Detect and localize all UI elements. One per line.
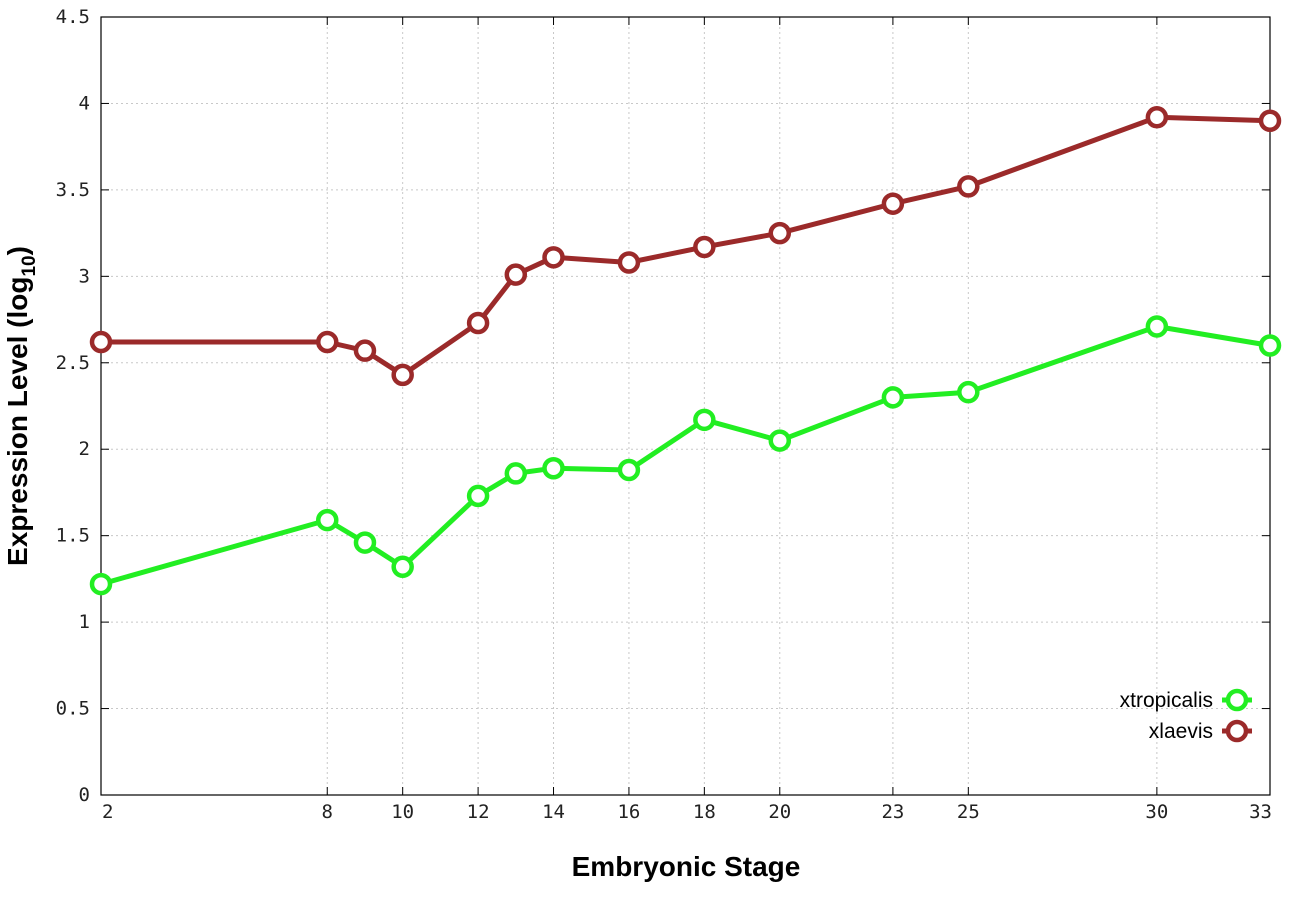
data-point-xtropicalis xyxy=(353,531,377,554)
data-point-xlaevis xyxy=(881,192,905,215)
y-tick-label: 0 xyxy=(79,784,90,806)
data-point-xtropicalis xyxy=(1145,315,1169,338)
data-point-xlaevis xyxy=(504,263,528,286)
data-point-xlaevis xyxy=(353,339,377,362)
x-tick-label: 16 xyxy=(617,801,640,823)
series-xtropicalis xyxy=(89,315,1282,596)
y-axis-title: Expression Level (log10) xyxy=(2,246,40,566)
series-xlaevis xyxy=(89,106,1282,387)
x-axis-title: Embryonic Stage xyxy=(572,851,801,882)
data-point-xlaevis xyxy=(768,221,792,245)
x-tick-label: 25 xyxy=(957,801,980,823)
data-point-xtropicalis xyxy=(768,429,792,452)
x-tick-label: 10 xyxy=(391,801,414,823)
y-tick-label: 3.5 xyxy=(56,179,90,201)
data-point-xtropicalis xyxy=(693,408,716,432)
data-point-xtropicalis xyxy=(316,508,339,532)
y-tick-label: 1.5 xyxy=(56,525,90,547)
legend-label-xtropicalis: xtropicalis xyxy=(1120,689,1213,712)
data-point-xtropicalis xyxy=(89,572,113,596)
axis-ticks: 0 0.5 1 1.5 2 2.5 3 3.5 4 4.5 2 8 10 12 14 16 18 20 23 25 30… xyxy=(56,6,1272,823)
data-point-xtropicalis xyxy=(542,456,565,480)
x-tick-label: 12 xyxy=(467,801,490,823)
legend: xtropicalis xlaevis xyxy=(1120,688,1252,743)
legend-marker-xtropicalis xyxy=(1225,688,1249,712)
x-tick-label: 20 xyxy=(768,801,791,823)
x-tick-label: 18 xyxy=(693,801,716,823)
x-tick-label: 8 xyxy=(322,801,333,823)
grid xyxy=(101,17,1270,795)
x-tick-label: 23 xyxy=(881,801,904,823)
y-tick-label: 2 xyxy=(79,438,90,460)
x-tick-label: 14 xyxy=(542,801,565,823)
series-group xyxy=(89,106,1282,596)
data-point-xtropicalis xyxy=(881,386,905,409)
legend-marker-xlaevis xyxy=(1225,719,1249,743)
data-point-xlaevis xyxy=(957,175,980,198)
x-tick-label: 30 xyxy=(1145,801,1168,823)
y-tick-label: 3 xyxy=(79,265,90,287)
data-point-xtropicalis xyxy=(466,484,490,508)
y-tick-label: 2.5 xyxy=(56,352,90,374)
data-point-xtropicalis xyxy=(504,462,528,485)
data-point-xlaevis xyxy=(693,235,716,259)
data-point-xlaevis xyxy=(391,363,414,387)
y-tick-label: 1 xyxy=(79,611,90,633)
data-point-xtropicalis xyxy=(957,380,980,404)
y-tick-label: 0.5 xyxy=(56,698,90,720)
data-point-xlaevis xyxy=(542,246,565,269)
data-point-xtropicalis xyxy=(1258,334,1282,357)
data-point-xtropicalis xyxy=(391,555,414,579)
x-tick-label: 33 xyxy=(1249,801,1272,823)
data-point-xlaevis xyxy=(89,330,113,354)
series-line-xtropicalis xyxy=(100,324,1271,587)
data-point-xlaevis xyxy=(1258,109,1282,132)
y-tick-label: 4 xyxy=(79,92,90,114)
series-line-xlaevis xyxy=(101,114,1271,378)
plot-frame xyxy=(100,16,1271,796)
x-tick-label: 2 xyxy=(102,801,113,823)
y-tick-label: 4.5 xyxy=(56,6,90,28)
data-point-xlaevis xyxy=(316,330,339,354)
legend-label-xlaevis: xlaevis xyxy=(1149,720,1213,743)
data-point-xlaevis xyxy=(1145,106,1169,129)
data-point-xlaevis xyxy=(466,311,490,335)
data-point-xtropicalis xyxy=(617,458,641,482)
data-point-xlaevis xyxy=(617,251,641,274)
